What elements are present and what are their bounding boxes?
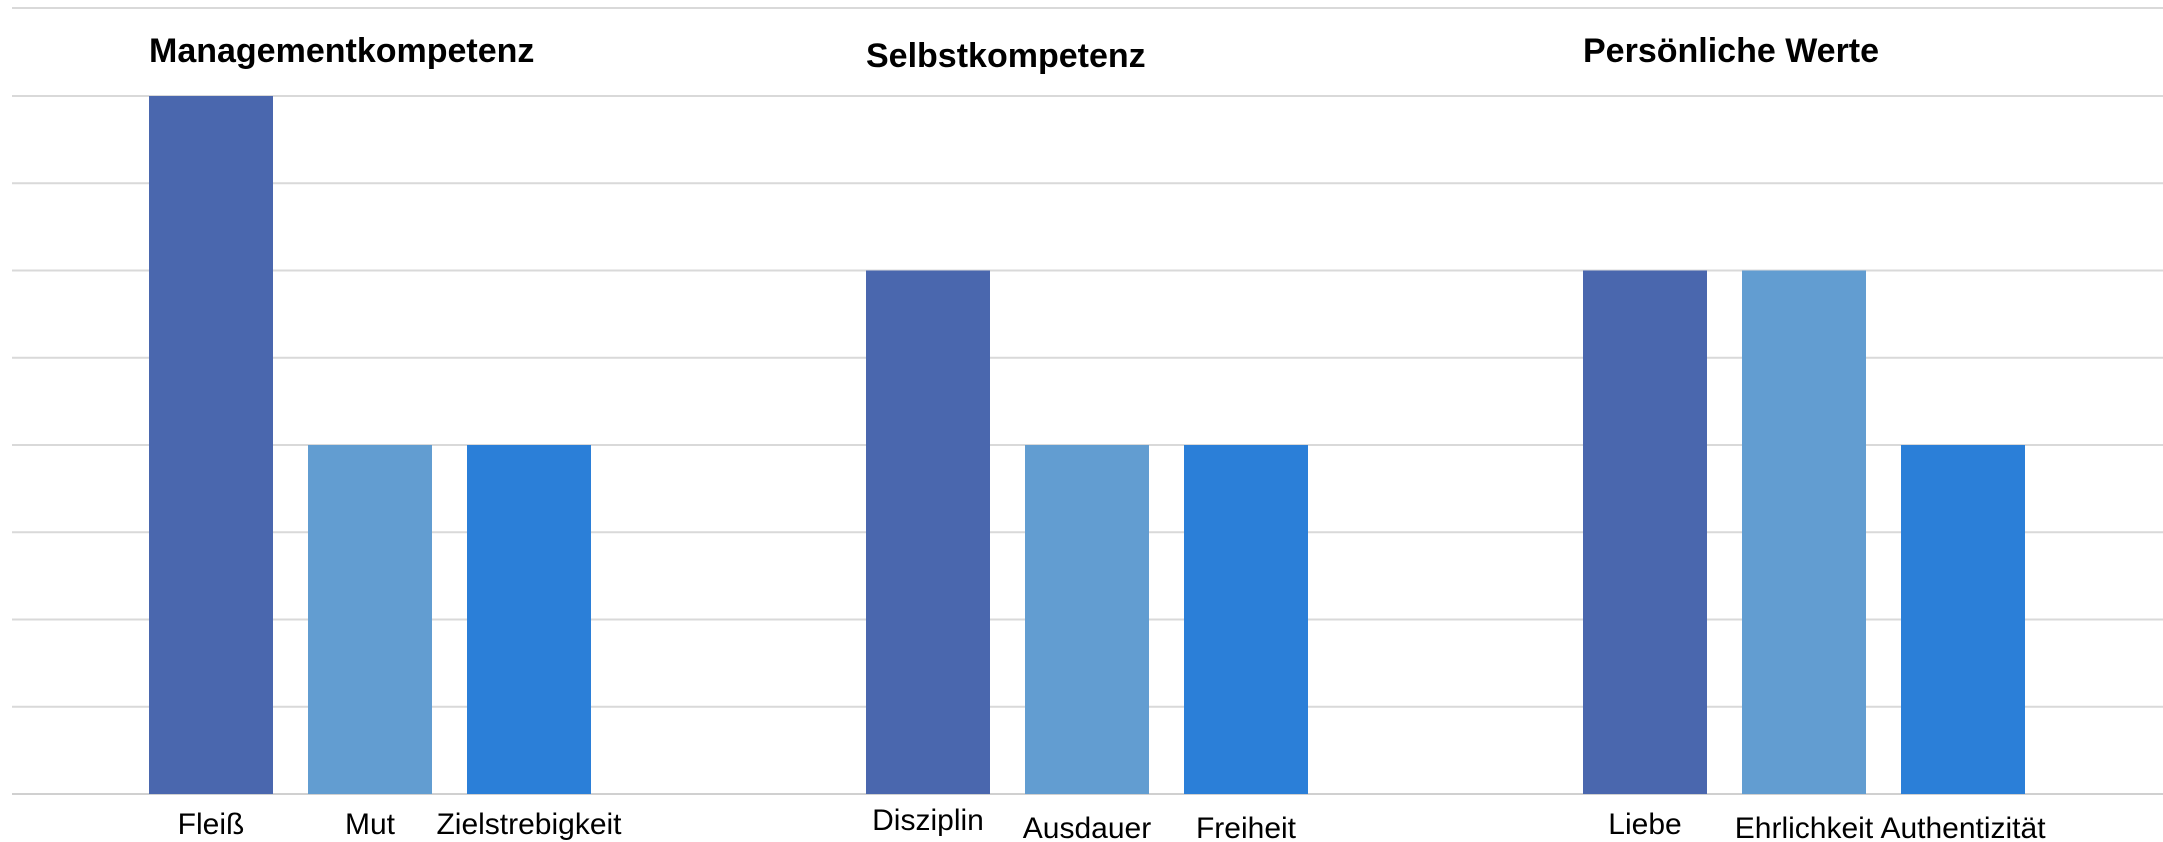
bar xyxy=(1025,445,1149,794)
category-label: Liebe xyxy=(1608,808,1681,841)
group-title: Managementkompetenz xyxy=(149,32,534,70)
group-title: Selbstkompetenz xyxy=(866,37,1146,75)
category-label: Ehrlichkeit xyxy=(1735,812,1874,842)
category-label: Mut xyxy=(345,808,396,841)
category-label: Disziplin xyxy=(872,804,984,837)
chart-bars xyxy=(149,96,2025,794)
category-label: Authentizität xyxy=(1880,812,2046,842)
chart-group-titles: Managementkompetenz Selbstkompetenz Persön… xyxy=(149,32,1879,75)
bar xyxy=(308,445,432,794)
bar xyxy=(866,270,990,794)
bar xyxy=(1583,270,1707,794)
category-label: Zielstrebigkeit xyxy=(436,808,622,841)
category-label: Freiheit xyxy=(1196,812,1297,842)
category-label: Fleiß xyxy=(178,808,245,841)
bar xyxy=(467,445,591,794)
bar xyxy=(149,96,273,794)
category-label: Ausdauer xyxy=(1023,812,1151,842)
bar xyxy=(1901,445,2025,794)
bar xyxy=(1742,270,1866,794)
chart-category-labels: Fleiß Mut Zielstrebigkeit Disziplin Ausdauer… xyxy=(178,804,2047,842)
bar xyxy=(1184,445,1308,794)
group-title: Persönliche Werte xyxy=(1583,32,1879,70)
